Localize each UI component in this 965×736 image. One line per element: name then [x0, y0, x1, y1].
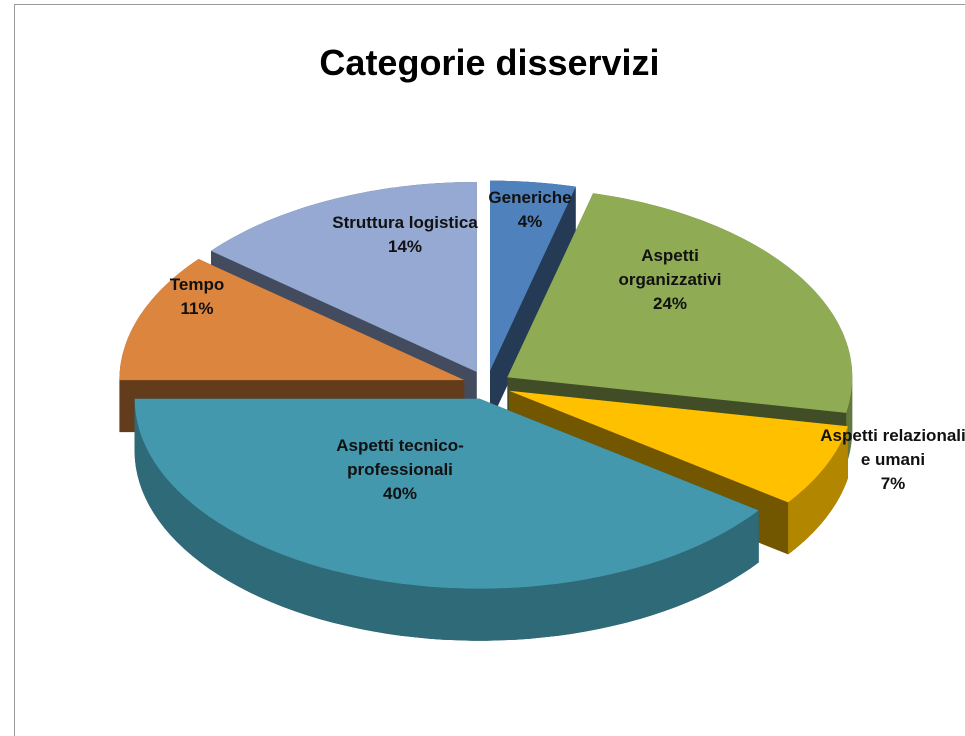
data-label: Aspetti relazionali e umani 7% — [818, 424, 965, 496]
value-label: 4% — [517, 212, 543, 231]
slice — [507, 193, 853, 413]
data-label: Struttura logistica 14% — [330, 211, 480, 259]
category-label: Generiche — [488, 188, 572, 207]
category-label: Aspetti organizzativi — [618, 246, 722, 289]
category-label: Struttura logistica — [332, 213, 478, 232]
category-label: Aspetti relazionali e umani — [820, 426, 965, 469]
data-label: Aspetti tecnico-professionali 40% — [325, 434, 475, 506]
data-label: Generiche 4% — [455, 186, 605, 234]
data-label: Tempo 11% — [122, 273, 272, 321]
value-label: 24% — [652, 294, 688, 313]
category-label: Aspetti tecnico-professionali — [336, 436, 464, 479]
slice — [509, 390, 848, 503]
slice — [490, 180, 576, 371]
category-label: Tempo — [169, 275, 225, 294]
slice — [211, 182, 477, 372]
value-label: 14% — [387, 237, 423, 256]
slice — [134, 398, 759, 589]
slice — [119, 259, 465, 381]
value-label: 40% — [382, 484, 418, 503]
data-label: Aspetti organizzativi 24% — [595, 244, 745, 316]
value-label: 11% — [180, 299, 214, 318]
slice-wall — [134, 398, 759, 641]
slice-wall — [788, 426, 848, 555]
value-label: 7% — [880, 474, 906, 493]
chart-title: Categorie disservizi — [319, 42, 660, 83]
